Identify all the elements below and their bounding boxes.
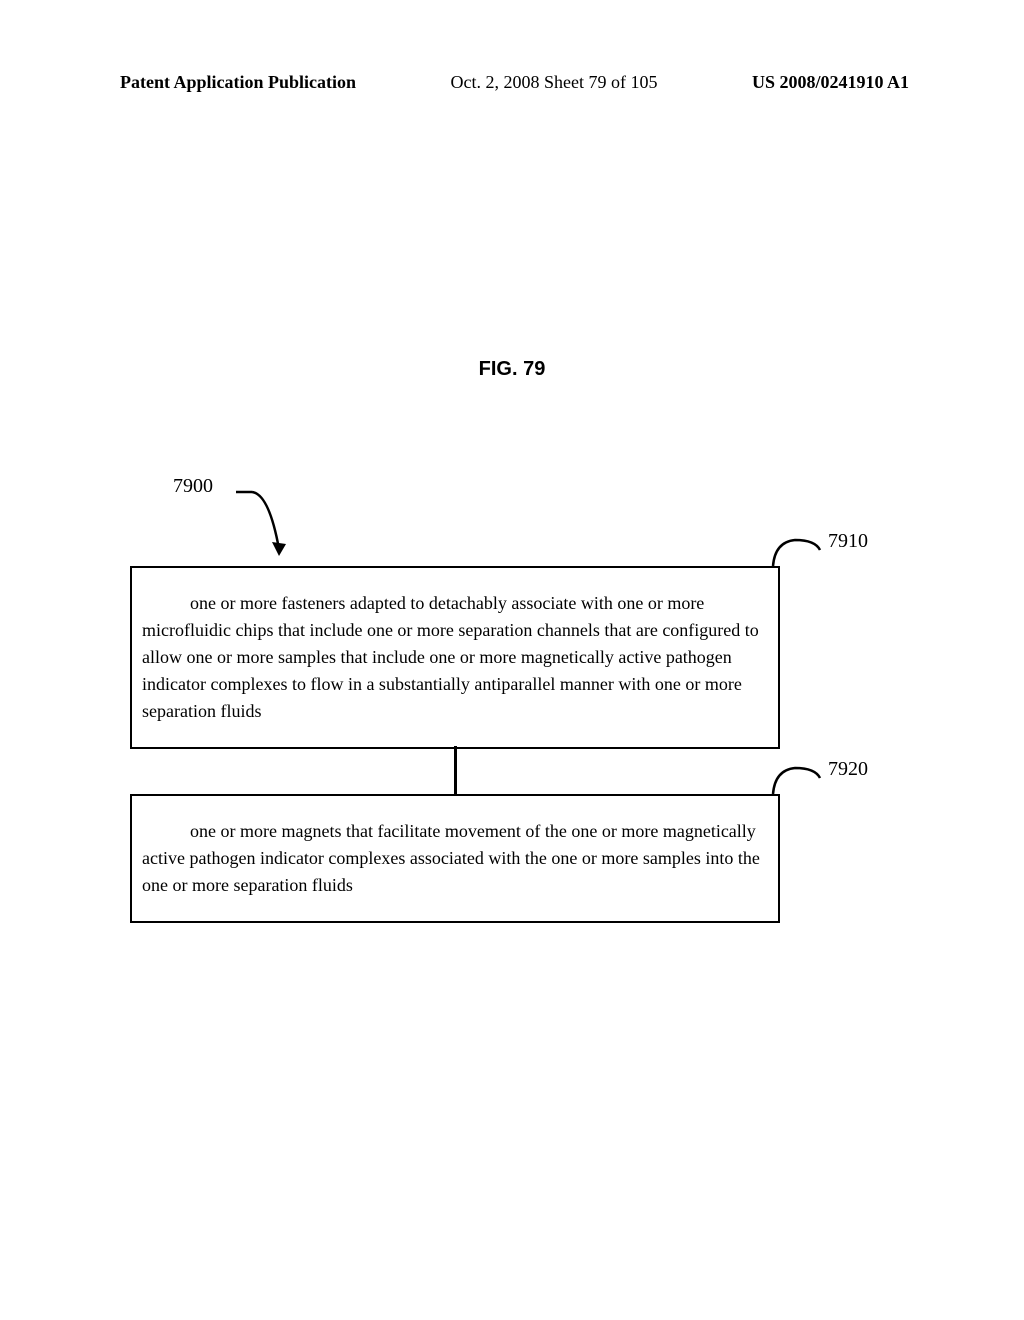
flowchart-box-1-text: one or more fasteners adapted to detacha… <box>142 590 760 725</box>
arrow-main-pointer <box>234 484 294 564</box>
header-publication: Patent Application Publication <box>120 72 356 93</box>
flowchart-box-1: one or more fasteners adapted to detacha… <box>130 566 780 749</box>
reference-numeral-main: 7900 <box>173 475 213 498</box>
flowchart-connector <box>454 746 457 796</box>
reference-numeral-box2: 7920 <box>828 758 868 781</box>
curve-connector-box2 <box>770 762 825 796</box>
flowchart-box-2-text: one or more magnets that facilitate move… <box>142 818 760 899</box>
header-date-sheet: Oct. 2, 2008 Sheet 79 of 105 <box>451 72 658 93</box>
header-patent-number: US 2008/0241910 A1 <box>752 72 909 93</box>
reference-numeral-box1: 7910 <box>828 530 868 553</box>
page-header: Patent Application Publication Oct. 2, 2… <box>0 72 1024 93</box>
flowchart-box-2: one or more magnets that facilitate move… <box>130 794 780 923</box>
curve-connector-box1 <box>770 534 825 568</box>
figure-title: FIG. 79 <box>0 358 1024 381</box>
